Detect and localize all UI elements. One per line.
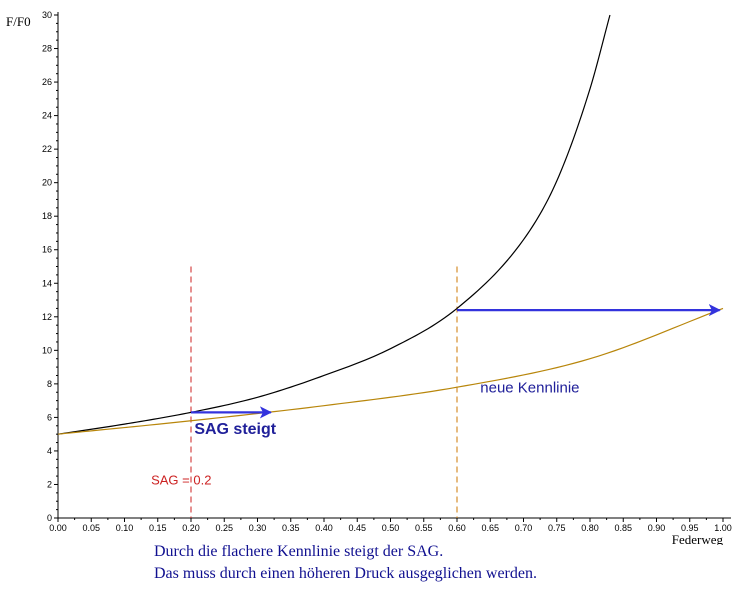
y-tick-label: 4 — [47, 446, 52, 456]
x-axis-label: Federweg — [672, 532, 724, 545]
x-tick-label: 0.60 — [448, 523, 466, 533]
annotation-sag-value: SAG = 0.2 — [151, 472, 211, 487]
x-tick-label: 0.30 — [249, 523, 267, 533]
y-tick-label: 20 — [42, 178, 52, 188]
axes: 0.00 0.05 0.10 0.15 0.20 0.25 0.30 0.35 0.40 0.45… — [6, 10, 732, 545]
y-tick-label: 2 — [47, 479, 52, 489]
x-tick-label: 0.90 — [648, 523, 666, 533]
x-tick-label: 0.15 — [149, 523, 167, 533]
y-tick-label: 6 — [47, 412, 52, 422]
x-tick-label: 0.80 — [581, 523, 599, 533]
caption-line-2: Das muss durch einen höheren Druck ausge… — [154, 565, 537, 582]
x-tick-label: 0.70 — [515, 523, 533, 533]
x-tick-label: 1.00 — [714, 523, 732, 533]
x-tick-label: 0.45 — [348, 523, 366, 533]
curves — [57, 14, 724, 435]
y-tick-label: 14 — [42, 278, 52, 288]
guide-lines — [190, 266, 458, 518]
x-tick-label: 0.55 — [415, 523, 433, 533]
caption-line-1: Durch die flachere Kennlinie steigt der … — [154, 543, 444, 560]
y-tick-label: 22 — [42, 144, 52, 154]
x-tick-label: 0.10 — [116, 523, 134, 533]
y-tick-label: 10 — [42, 345, 52, 355]
y-tick-label: 26 — [42, 77, 52, 87]
x-tick-label: 0.50 — [382, 523, 400, 533]
arrows — [191, 304, 721, 419]
x-tick-label: 0.95 — [681, 523, 699, 533]
y-tick-label: 8 — [47, 379, 52, 389]
y-tick-label: 0 — [47, 513, 52, 523]
x-tick-label: 0.85 — [614, 523, 632, 533]
chart: 0.00 0.05 0.10 0.15 0.20 0.25 0.30 0.35 0.40 0.45… — [6, 10, 732, 545]
annotation-new-curve: neue Kennlinie — [480, 379, 579, 396]
x-tick-label: 0.65 — [481, 523, 499, 533]
annotation-sag-arrow: SAG steigt — [194, 421, 276, 438]
y-axis-label: F/F0 — [6, 14, 31, 29]
series-line-2 — [57, 307, 724, 435]
y-tick-label: 18 — [42, 211, 52, 221]
x-tick-label: 0.05 — [82, 523, 100, 533]
series-line-1 — [57, 14, 611, 435]
annotations: SAG steigt neue Kennlinie SAG = 0.2 — [151, 379, 579, 487]
y-tick-label: 12 — [42, 312, 52, 322]
x-tick-label: 0.40 — [315, 523, 333, 533]
x-tick-label: 0.20 — [182, 523, 200, 533]
y-tick-label: 24 — [42, 111, 52, 121]
x-tick-label: 0.35 — [282, 523, 300, 533]
x-tick-label: 0.25 — [215, 523, 233, 533]
y-tick-label: 28 — [42, 44, 52, 54]
y-tick-label: 30 — [42, 10, 52, 20]
y-tick-label: 16 — [42, 245, 52, 255]
x-tick-label: 0.00 — [49, 523, 67, 533]
x-tick-label: 0.75 — [548, 523, 566, 533]
